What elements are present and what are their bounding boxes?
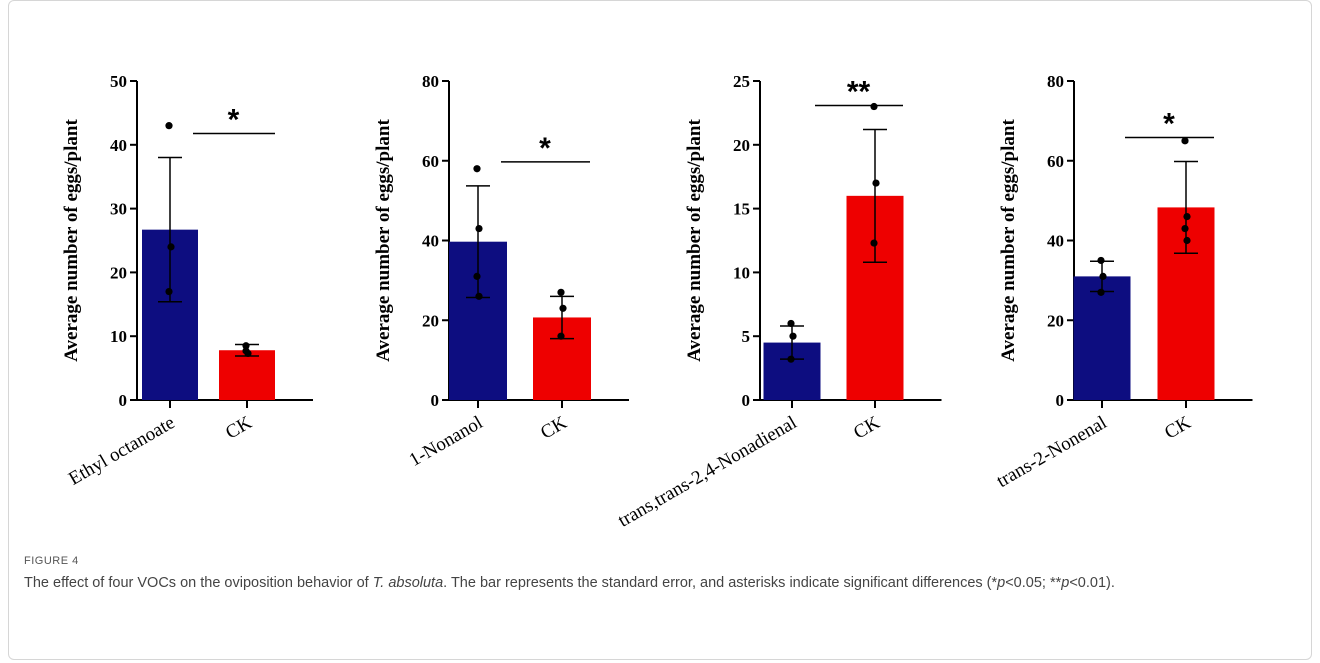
panel-3-category-label: CK <box>850 412 884 444</box>
panel-4-data-point <box>1097 256 1105 265</box>
panel-1-y-tick-label: 40 <box>110 136 127 155</box>
caption-p-symbol-2: p <box>1061 575 1070 591</box>
panel-3-y-tick-label: 10 <box>733 263 750 282</box>
panel-4-significance-marker: * <box>1163 108 1175 141</box>
caption-text-3: <0.05; ** <box>1005 575 1062 591</box>
panel-1-data-point <box>242 347 250 355</box>
panel-4-y-tick-label: 20 <box>1047 311 1064 330</box>
panel-2-y-tick-label: 80 <box>422 72 439 91</box>
panel-4-category-label: trans-2-Nonenal <box>993 412 1110 492</box>
panel-1-data-point <box>165 122 173 130</box>
panel-2-y-tick-label: 40 <box>422 232 439 251</box>
panel-4-y-tick-label: 40 <box>1047 232 1064 251</box>
panel-3-y-tick-label: 15 <box>733 200 750 219</box>
panel-3-y-tick-label: 0 <box>742 391 751 410</box>
panel-1-y-tick-label: 0 <box>119 391 128 410</box>
panel-1-significance-marker: * <box>228 104 240 137</box>
panel-2-data-point <box>557 288 565 296</box>
panel-1-category-label: Ethyl octanoate <box>65 412 178 490</box>
panel-1-y-tick-label: 50 <box>110 72 127 91</box>
figure-caption: The effect of four VOCs on the ovipositi… <box>24 572 1294 595</box>
panel-3-y-tick-label: 25 <box>733 72 750 91</box>
panel-1-y-tick-label: 10 <box>110 327 127 346</box>
panel-3-y-tick-label: 20 <box>733 136 750 155</box>
panel-4-y-tick-label: 0 <box>1056 391 1065 410</box>
panel-2-category-label: CK <box>537 412 571 444</box>
panel-4-data-point <box>1183 236 1191 245</box>
panel-4-bar-treatment <box>1073 276 1131 400</box>
caption-species: T. absoluta <box>372 575 444 591</box>
panel-2-y-axis-label: Average number of eggs/plant <box>373 119 394 362</box>
panel-4-data-point <box>1183 212 1191 221</box>
panel-2-data-point <box>473 272 481 280</box>
panel-3-data-point <box>870 239 878 247</box>
panel-1-y-tick-label: 30 <box>110 200 127 219</box>
panel-2-data-point <box>557 332 565 340</box>
panel-3-significance-marker: ** <box>847 75 871 108</box>
panel-1-y-axis-label: Average number of eggs/plant <box>61 119 82 362</box>
panel-4-y-axis-label: Average number of eggs/plant <box>998 119 1019 362</box>
panel-4-data-point <box>1099 272 1107 280</box>
figure-charts: Average number of eggs/plant01020304050E… <box>61 72 1253 532</box>
panel-2-data-point <box>473 165 481 173</box>
panel-2-y-tick-label: 60 <box>422 152 439 171</box>
caption-text-4: <0.01). <box>1069 575 1115 591</box>
panel-1-category-label: CK <box>222 412 256 444</box>
panel-3-data-point <box>787 319 795 328</box>
panel-2-significance-marker: * <box>539 132 551 165</box>
panel-3-data-point <box>870 102 878 111</box>
panel-2-y-tick-label: 0 <box>431 391 440 410</box>
panel-1-y-tick-label: 20 <box>110 263 127 282</box>
panel-1-bar-ck <box>219 350 275 400</box>
panel-4-y-tick-label: 80 <box>1047 72 1064 91</box>
panel-2-category-label: 1-Nonanol <box>406 412 487 471</box>
panel-4-y-tick-label: 60 <box>1047 152 1064 171</box>
panel-4-category-label: CK <box>1161 412 1195 444</box>
panel-3-category-label: trans,trans-2,4-Nonadienal <box>615 412 801 531</box>
panel-2-data-point <box>475 292 483 300</box>
panel-4-data-point <box>1181 224 1189 233</box>
panel-2-y-tick-label: 20 <box>422 311 439 330</box>
caption-text-1: The effect of four VOCs on the ovipositi… <box>24 575 373 591</box>
panel-4-data-point <box>1181 137 1189 145</box>
panel-3-data-point <box>787 355 795 363</box>
panel-1-data-point <box>167 243 175 251</box>
panel-3-y-tick-label: 5 <box>742 327 751 346</box>
panel-1-data-point <box>242 342 250 350</box>
panel-2-data-point <box>475 224 483 233</box>
panel-4-data-point <box>1097 288 1105 296</box>
figure-label: FIGURE 4 <box>24 555 79 567</box>
panel-1-data-point <box>165 287 173 296</box>
panel-3-data-point <box>872 179 880 187</box>
caption-text-2: . The bar represents the standard error,… <box>443 575 998 591</box>
caption-p-symbol-1: p <box>997 575 1006 591</box>
panel-3-data-point <box>789 332 797 340</box>
panel-2-data-point <box>559 304 567 312</box>
panel-3-y-axis-label: Average number of eggs/plant <box>684 119 705 362</box>
